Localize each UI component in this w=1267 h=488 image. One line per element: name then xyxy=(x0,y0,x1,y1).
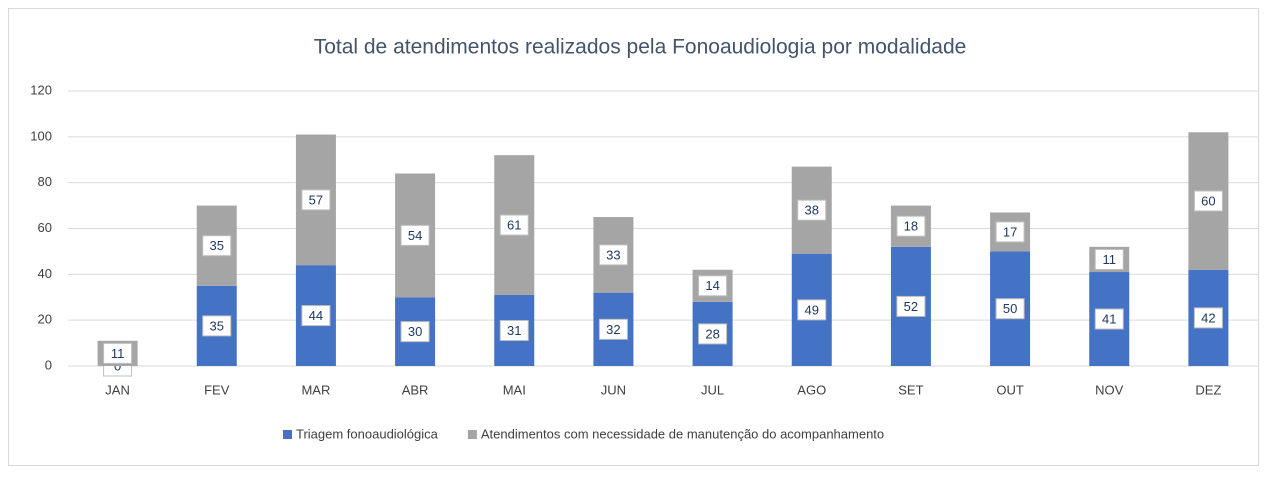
data-label: 60 xyxy=(1201,193,1215,208)
x-tick-label: AGO xyxy=(797,382,826,397)
data-label-box xyxy=(1193,190,1223,212)
x-tick-label: FEV xyxy=(204,382,230,397)
data-label-box xyxy=(896,295,926,317)
data-label: 38 xyxy=(805,203,819,218)
data-label-box xyxy=(1193,307,1223,329)
data-label: 31 xyxy=(507,323,521,338)
x-tick-label: JUN xyxy=(601,382,626,397)
data-label-box xyxy=(1094,308,1124,330)
data-label: 61 xyxy=(507,218,521,233)
x-tick-label: MAI xyxy=(503,382,526,397)
legend-label: Triagem fonoaudiológica xyxy=(296,426,439,441)
data-label-box xyxy=(499,214,529,236)
data-label-box xyxy=(598,318,628,340)
data-label-box xyxy=(797,299,827,321)
legend-label: Atendimentos com necessidade de manutenç… xyxy=(481,426,884,441)
data-label-box xyxy=(301,305,331,327)
data-label: 28 xyxy=(705,326,719,341)
y-tick-label: 120 xyxy=(30,82,52,97)
data-label: 50 xyxy=(1003,301,1017,316)
legend-swatch xyxy=(467,430,477,439)
data-label: 11 xyxy=(111,346,125,361)
legend-swatch xyxy=(283,430,292,439)
data-label-box xyxy=(202,315,232,337)
data-label: 44 xyxy=(309,308,323,323)
data-label-box xyxy=(698,323,728,345)
y-tick-label: 20 xyxy=(38,312,52,327)
data-label: 42 xyxy=(1201,310,1215,325)
data-label-box xyxy=(995,221,1025,243)
x-tick-label: JAN xyxy=(105,382,130,397)
data-label: 49 xyxy=(805,302,819,317)
x-tick-label: SET xyxy=(898,382,923,397)
data-label-box xyxy=(400,224,430,246)
x-tick-label: DEZ xyxy=(1195,382,1221,397)
data-label: 54 xyxy=(408,228,422,243)
chart-border xyxy=(8,8,1259,466)
data-label: 35 xyxy=(210,238,224,253)
y-tick-label: 80 xyxy=(38,174,52,189)
data-label-box xyxy=(698,275,728,297)
data-label: 41 xyxy=(1102,311,1116,326)
data-label-box xyxy=(202,235,232,257)
x-tick-label: ABR xyxy=(402,382,429,397)
y-tick-label: 40 xyxy=(38,266,52,281)
y-tick-label: 0 xyxy=(45,357,52,372)
y-tick-label: 60 xyxy=(38,220,52,235)
y-tick-label: 100 xyxy=(30,128,52,143)
data-label-box xyxy=(598,244,628,266)
chart-title: Total de atendimentos realizados pela Fo… xyxy=(314,36,967,59)
data-label: 18 xyxy=(904,219,918,234)
data-label: 57 xyxy=(309,192,323,207)
data-label: 17 xyxy=(1003,224,1017,239)
data-label: 35 xyxy=(210,318,224,333)
data-label: 14 xyxy=(705,278,719,293)
data-label: 30 xyxy=(408,324,422,339)
data-label-box xyxy=(103,342,133,364)
data-label: 11 xyxy=(1103,252,1117,267)
data-label-box xyxy=(499,319,529,341)
x-tick-label: NOV xyxy=(1095,382,1124,397)
x-tick-label: MAR xyxy=(301,382,330,397)
data-label-box xyxy=(797,199,827,221)
data-label: 32 xyxy=(606,322,620,337)
data-label-box xyxy=(896,215,926,237)
data-label-box xyxy=(995,298,1025,320)
data-label-box xyxy=(301,189,331,211)
data-label-box xyxy=(400,321,430,343)
data-label: 52 xyxy=(904,299,918,314)
data-label: 33 xyxy=(606,247,620,262)
x-tick-label: OUT xyxy=(996,382,1024,397)
x-tick-label: JUL xyxy=(701,382,724,397)
data-label-box xyxy=(1094,248,1124,270)
